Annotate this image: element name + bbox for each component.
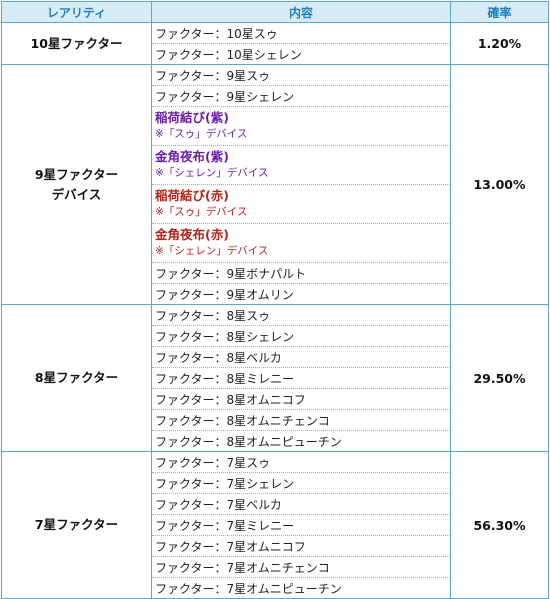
rate-value: 56.30%	[450, 451, 549, 599]
content-item: ファクター：10星シェレン	[151, 43, 451, 65]
rate-table-body: 10星ファクター ファクター：10星スゥ 1.20% ファクター：10星シェレン 9星フ…	[1, 22, 549, 599]
table-row: ファクター：8星オムニピューチン	[2, 430, 549, 452]
rarity-label: 10星ファクター	[30, 35, 123, 51]
device-name: 金角夜布(赤)	[155, 227, 229, 242]
content-item: ファクター：8星シェレン	[151, 325, 451, 347]
device-note: ※「スゥ」デバイス	[155, 206, 248, 218]
rate-value: 29.50%	[450, 304, 549, 452]
table-row: ファクター：9星オムリン	[2, 283, 549, 305]
header-content: 内容	[151, 1, 451, 23]
header-rarity: レアリティ	[1, 1, 152, 23]
rarity-label: 9星ファクター	[34, 166, 119, 182]
content-item: ファクター：8星オムニチェンコ	[151, 409, 451, 431]
content-item: 金角夜布(紫) ※「シェレン」デバイス	[151, 145, 451, 185]
table-row: 10星ファクター ファクター：10星スゥ 1.20%	[1, 22, 549, 65]
content-item: ファクター：8星ベルカ	[151, 346, 451, 368]
content-item: 稲荷結び(紫) ※「スゥ」デバイス	[151, 106, 451, 146]
content-item: ファクター：8星スゥ	[151, 304, 451, 326]
rarity-cell: 9星ファクター デバイス	[1, 64, 152, 305]
device-note: ※「スゥ」デバイス	[155, 128, 248, 140]
table-row: 8星ファクター ファクター：8星スゥ 29.50%	[1, 304, 549, 452]
content-item: ファクター：7星ベルカ	[151, 493, 451, 515]
device-name: 稲荷結び(紫)	[155, 110, 229, 125]
content-item: ファクター：8星オムニコフ	[151, 388, 451, 410]
content-item: ファクター：7星スゥ	[151, 451, 451, 473]
content-item: ファクター：10星スゥ	[151, 22, 451, 44]
content-item: ファクター：7星シェレン	[151, 472, 451, 494]
device-note: ※「シェレン」デバイス	[155, 167, 269, 179]
content-item: ファクター：8星ミレニー	[151, 367, 451, 389]
content-item: ファクター：7星オムニチェンコ	[151, 556, 451, 578]
rarity-cell: 8星ファクター	[1, 304, 152, 452]
content-item: ファクター：7星オムニピューチン	[151, 577, 451, 599]
table-row: 稲荷結び(赤) ※「スゥ」デバイス	[2, 184, 549, 224]
table-row: ファクター：7星オムニチェンコ	[2, 556, 549, 578]
content-item: 金角夜布(赤) ※「シェレン」デバイス	[151, 223, 451, 263]
rarity-cell: 7星ファクター	[1, 451, 152, 599]
table-row: ファクター：8星シェレン	[2, 325, 549, 347]
rarity-label: 8星ファクター	[34, 370, 119, 385]
header-rate: 確率	[450, 1, 549, 23]
content-item: ファクター：8星オムニピューチン	[151, 430, 451, 452]
rate-value: 13.00%	[450, 64, 549, 305]
content-item: ファクター：9星シェレン	[151, 85, 451, 107]
table-row: ファクター：8星ベルカ	[2, 346, 549, 368]
device-note: ※「シェレン」デバイス	[155, 245, 269, 257]
table-row: ファクター：8星オムニチェンコ	[2, 409, 549, 431]
content-item: 稲荷結び(赤) ※「スゥ」デバイス	[151, 184, 451, 224]
rate-value: 1.20%	[450, 22, 549, 65]
content-item: ファクター：7星オムニコフ	[151, 535, 451, 557]
table-row: 9星ファクター デバイス ファクター：9星スゥ 13.00%	[1, 64, 549, 305]
rarity-label: デバイス	[51, 186, 102, 202]
table-row: 金角夜布(紫) ※「シェレン」デバイス	[2, 145, 549, 185]
table-row: 金角夜布(赤) ※「シェレン」デバイス	[2, 223, 549, 263]
rarity-label: 7星ファクター	[34, 517, 119, 532]
rarity-cell: 10星ファクター	[1, 22, 152, 65]
device-name: 稲荷結び(赤)	[155, 188, 229, 203]
table-row: 7星ファクター ファクター：7星スゥ 56.30%	[1, 451, 549, 599]
content-item: ファクター：9星オムリン	[151, 283, 451, 305]
header-row: レアリティ 内容 確率	[1, 1, 549, 23]
content-item: ファクター：9星ボナパルト	[151, 262, 451, 284]
content-item: ファクター：7星ミレニー	[151, 514, 451, 536]
device-name: 金角夜布(紫)	[155, 149, 229, 164]
content-item: ファクター：9星スゥ	[151, 64, 451, 86]
